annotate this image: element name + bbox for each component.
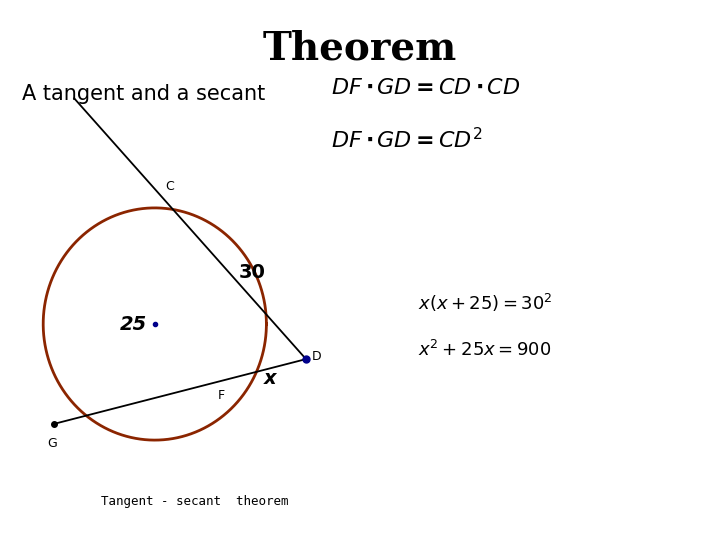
Text: $\boldsymbol{\mathit{DF} \cdot \mathit{GD} = \mathit{CD}^2}$: $\boldsymbol{\mathit{DF} \cdot \mathit{G… xyxy=(331,127,483,152)
Text: $x^2 + 25x = 900$: $x^2 + 25x = 900$ xyxy=(418,340,551,360)
Text: x: x xyxy=(264,368,276,388)
Text: Theorem: Theorem xyxy=(263,30,457,68)
Text: C: C xyxy=(166,180,174,193)
Text: Tangent - secant  theorem: Tangent - secant theorem xyxy=(101,495,288,508)
Text: A tangent and a secant: A tangent and a secant xyxy=(22,84,265,104)
Text: $x(x + 25) = 30^2$: $x(x + 25) = 30^2$ xyxy=(418,292,552,314)
Text: 30: 30 xyxy=(238,263,266,282)
Text: 25: 25 xyxy=(120,314,147,334)
Text: F: F xyxy=(217,389,225,402)
Text: D: D xyxy=(312,350,321,363)
Text: $\boldsymbol{\mathit{DF} \cdot \mathit{GD} = \mathit{CD} \cdot \mathit{CD}}$: $\boldsymbol{\mathit{DF} \cdot \mathit{G… xyxy=(331,78,521,98)
Text: G: G xyxy=(48,437,58,450)
